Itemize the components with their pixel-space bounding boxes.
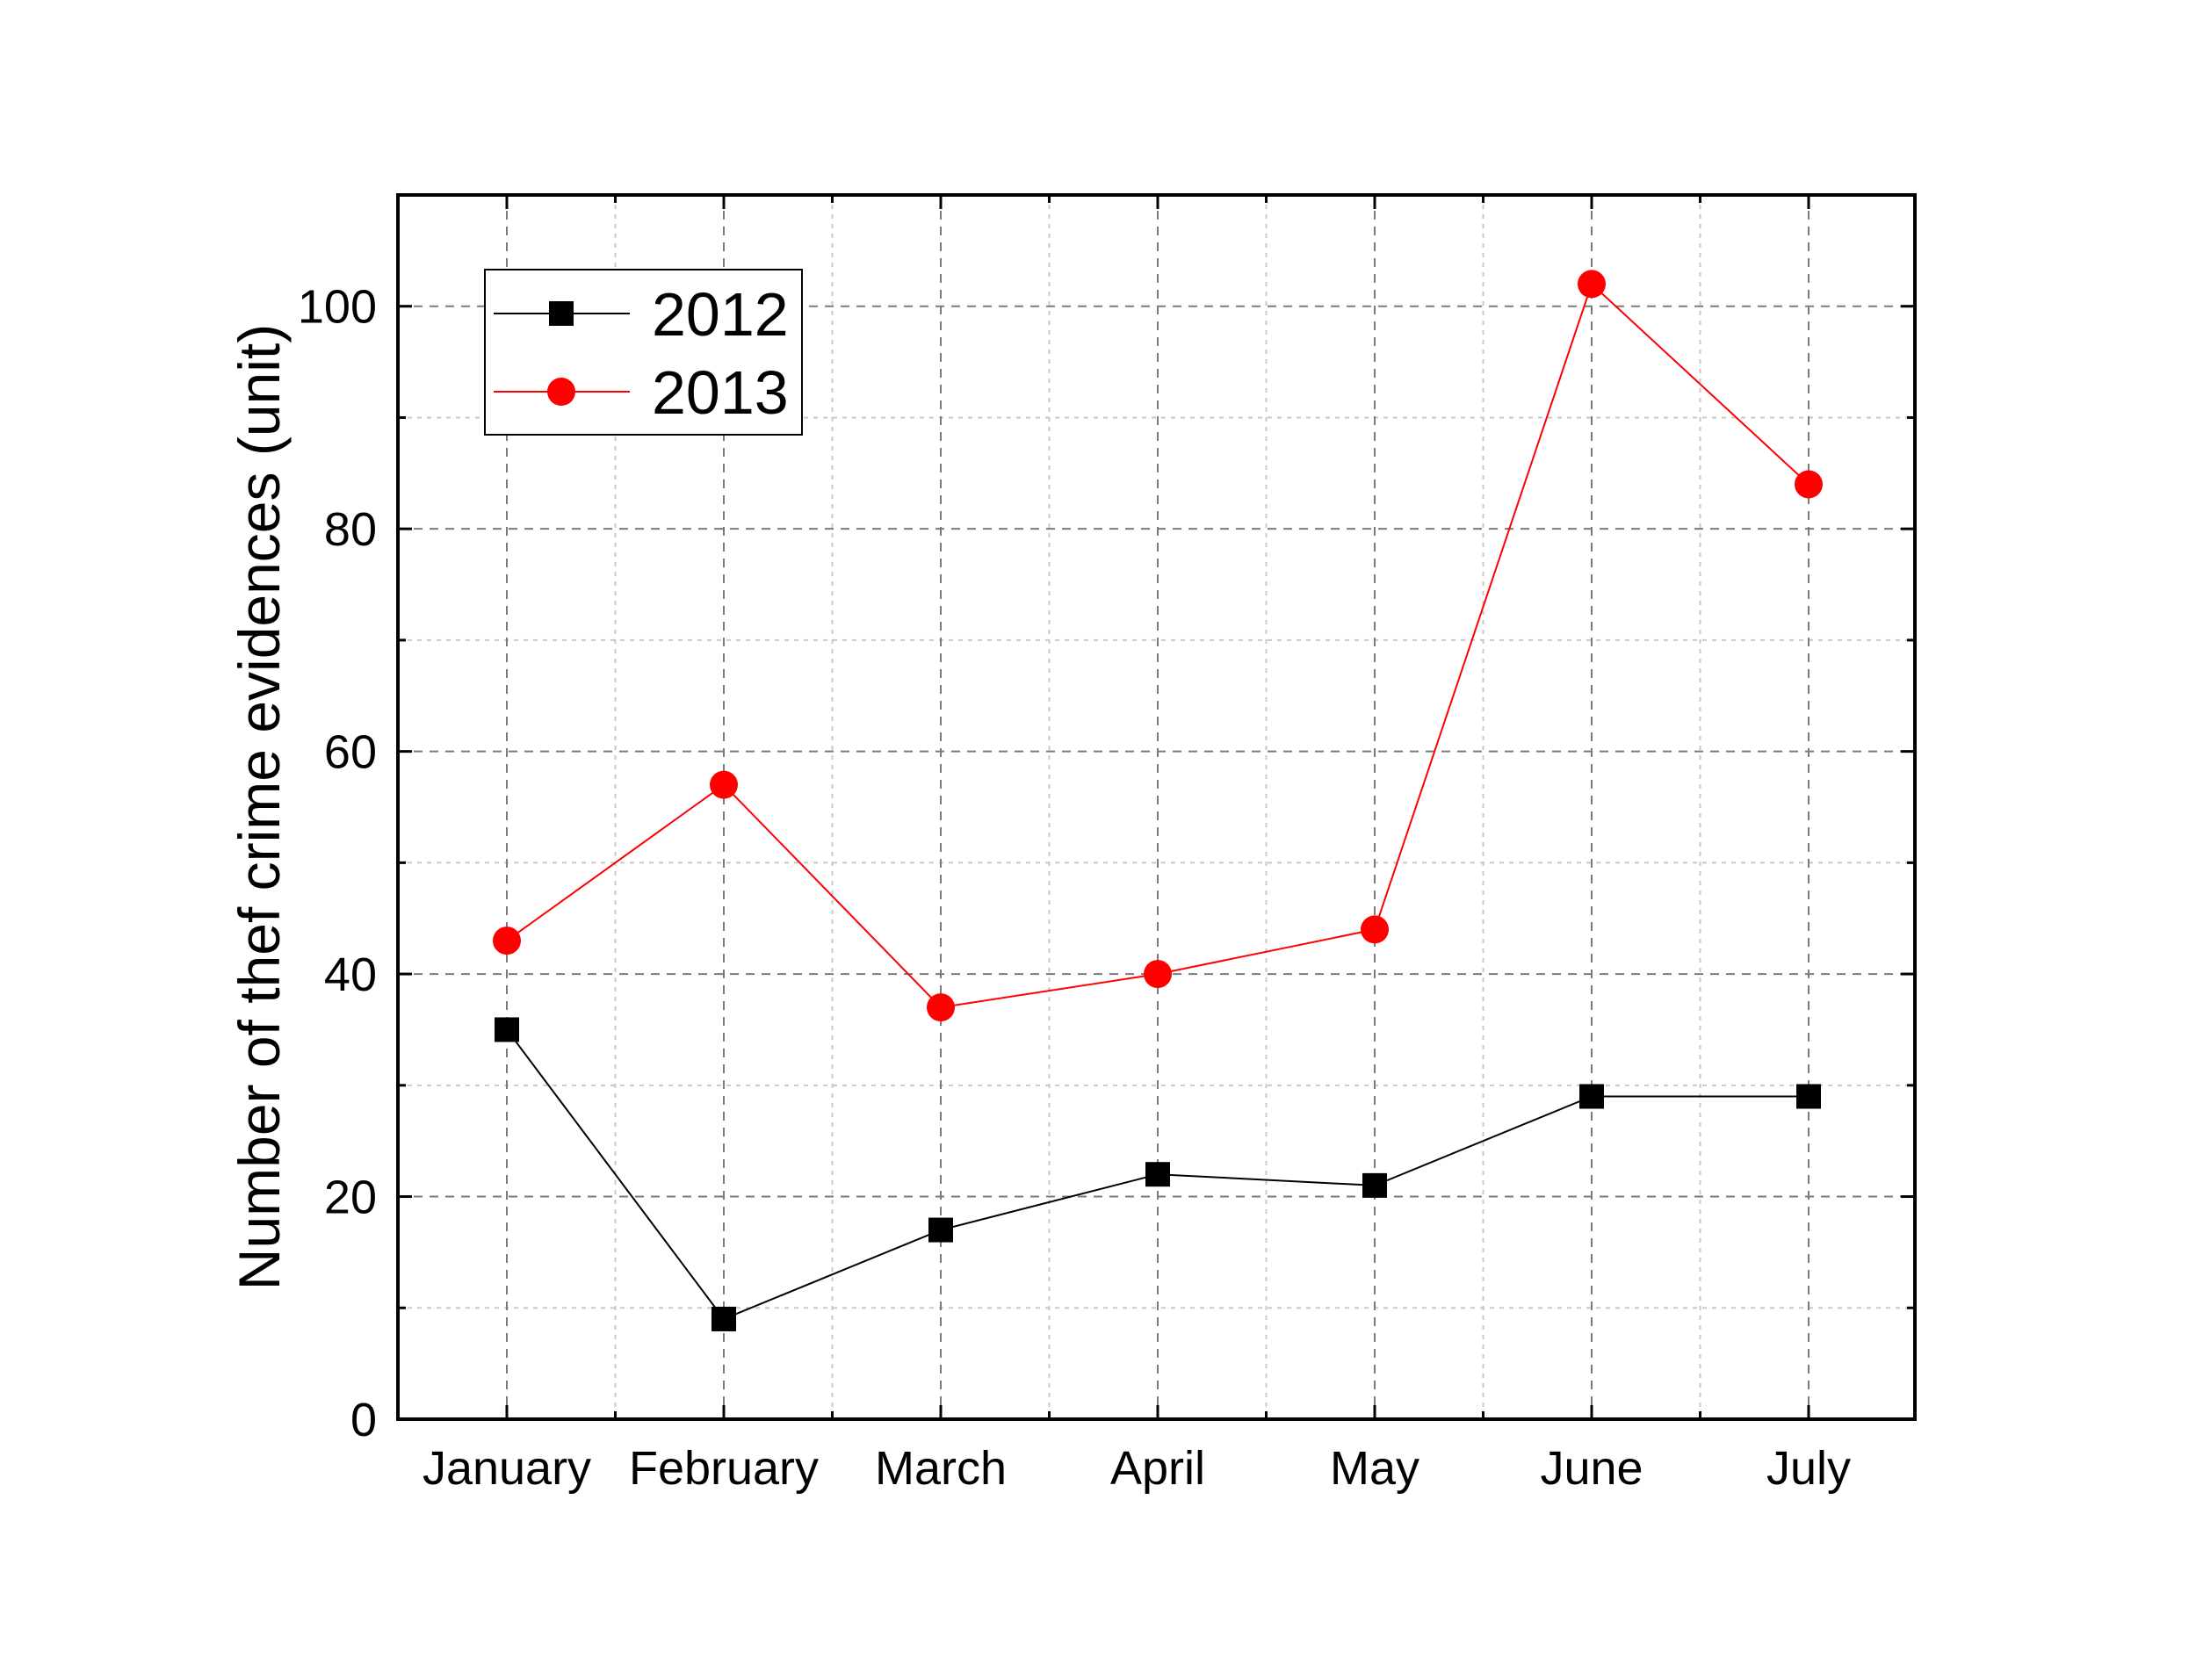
data-point-2012 <box>928 1217 953 1243</box>
series-layer <box>493 270 1823 1331</box>
legend-marker-2012 <box>549 301 574 326</box>
y-tick-label: 60 <box>324 726 377 779</box>
y-axis-title: Number of thef crime evidences (unit) <box>227 324 292 1290</box>
y-tick-label: 80 <box>324 503 377 556</box>
data-point-2013 <box>1144 960 1172 989</box>
data-point-2012 <box>1579 1084 1604 1109</box>
data-point-2012 <box>1145 1162 1170 1187</box>
y-tick-label: 100 <box>298 281 377 334</box>
axis-ticks <box>398 193 1915 1421</box>
data-point-2013 <box>710 770 738 799</box>
data-point-2013 <box>1361 915 1389 944</box>
legend: 2012 2013 <box>484 269 803 436</box>
data-point-2013 <box>1795 470 1823 499</box>
data-point-2012 <box>1362 1172 1387 1198</box>
data-point-2012 <box>712 1306 736 1331</box>
y-tick-label: 0 <box>350 1394 377 1446</box>
data-point-2012 <box>495 1017 519 1042</box>
y-tick-label: 20 <box>324 1172 377 1224</box>
data-point-2012 <box>1796 1084 1821 1109</box>
data-point-2013 <box>927 993 955 1022</box>
legend-marker-2013 <box>547 378 575 406</box>
x-tick-label: April <box>1110 1442 1205 1495</box>
legend-label-2013: 2013 <box>652 358 789 427</box>
x-tick-label: July <box>1766 1442 1851 1495</box>
data-point-2013 <box>493 927 521 955</box>
x-tick-label: February <box>629 1442 819 1495</box>
x-tick-label: June <box>1540 1442 1643 1495</box>
x-tick-label: January <box>423 1442 591 1495</box>
y-tick-label: 40 <box>324 948 377 1001</box>
data-point-2013 <box>1578 270 1606 299</box>
legend-label-2012: 2012 <box>652 280 789 349</box>
tick-labels: 0 20 40 60 80 100 January February March April May… <box>298 281 1851 1495</box>
legend-box <box>484 269 803 436</box>
x-tick-label: March <box>875 1442 1007 1495</box>
x-tick-label: May <box>1330 1442 1419 1495</box>
